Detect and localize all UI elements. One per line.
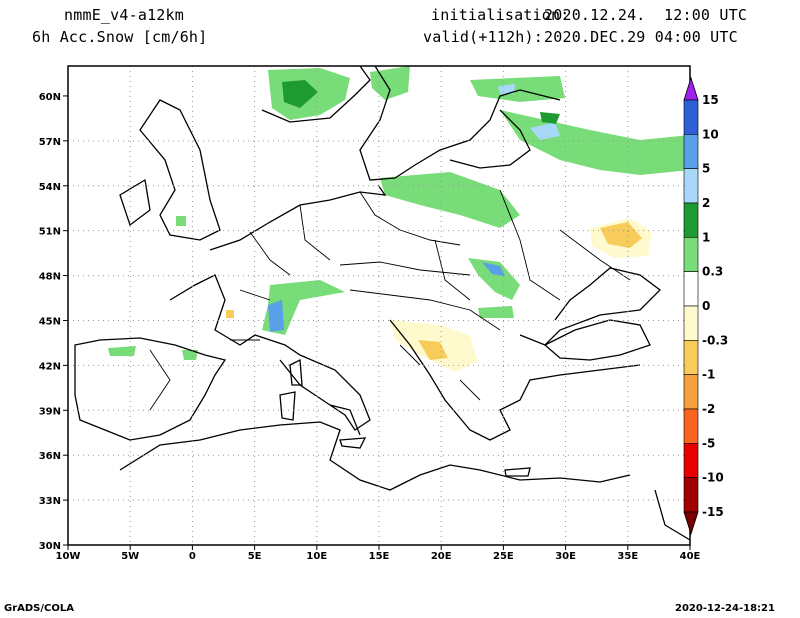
colorbar-label: -2 bbox=[702, 402, 715, 416]
model-title: nmmE_v4-a12km bbox=[64, 6, 184, 24]
coastline-blacksea bbox=[543, 319, 651, 361]
lat-tick-label: 42N bbox=[39, 361, 61, 372]
colorbar-swatch bbox=[683, 202, 699, 238]
snow-area-scandinavia-heavy bbox=[282, 80, 318, 108]
colorbar-label: 1 bbox=[702, 230, 710, 244]
lat-tick-label: 60N bbox=[39, 92, 61, 103]
lat-tick-label: 54N bbox=[39, 182, 61, 193]
colorbar-swatch bbox=[683, 374, 699, 410]
colorbar-label: -0.3 bbox=[702, 333, 728, 347]
snow-area-pyrenees-2 bbox=[182, 350, 198, 360]
snow-area-balkans-neg2 bbox=[418, 340, 448, 360]
snow-area-baltic-blue bbox=[530, 122, 560, 140]
coastline-africa bbox=[119, 421, 691, 541]
country-borders bbox=[149, 189, 631, 411]
colorbar-bottom-arrow bbox=[683, 511, 699, 536]
lat-tick-label: 45N bbox=[39, 316, 61, 327]
coastline-scandinavia bbox=[261, 65, 561, 181]
footer-left: GrADS/COLA bbox=[4, 603, 74, 614]
lon-tick-label: 15E bbox=[369, 551, 390, 562]
valid-value: 2020.DEC.29 04:00 UTC bbox=[544, 28, 738, 46]
lon-tick-label: 40E bbox=[680, 551, 701, 562]
lon-tick-label: 35E bbox=[617, 551, 638, 562]
lon-tick-label: 5W bbox=[121, 551, 139, 562]
coastline-continent bbox=[169, 184, 661, 441]
colorbar: 15 10 5 2 1 0.3 0 -0.3 -1 -2 -5 -10 -15 bbox=[683, 76, 728, 536]
snow-area-carpathians bbox=[468, 258, 520, 300]
colorbar-swatch bbox=[683, 271, 699, 307]
colorbar-swatch bbox=[683, 408, 699, 444]
snow-area-carpathians-2 bbox=[478, 306, 514, 318]
colorbar-label: 0 bbox=[702, 299, 710, 313]
lon-tick-label: 0 bbox=[189, 551, 196, 562]
variable-title: 6h Acc.Snow [cm/6h] bbox=[32, 28, 208, 46]
snow-area-scandinavia-2 bbox=[370, 66, 410, 100]
footer-right: 2020-12-24-18:21 bbox=[675, 603, 775, 614]
colorbar-swatch bbox=[683, 443, 699, 478]
lat-tick-label: 30N bbox=[39, 541, 61, 552]
colorbar-label: -5 bbox=[702, 436, 715, 450]
snow-area-baltic-dark bbox=[540, 112, 560, 124]
snow-area-baltic bbox=[500, 110, 690, 175]
lon-tick-label: 5E bbox=[248, 551, 262, 562]
lat-tick-label: 51N bbox=[39, 227, 61, 238]
colorbar-label: 15 bbox=[702, 93, 719, 107]
init-value: 2020.12.24. 12:00 UTC bbox=[544, 6, 748, 24]
colorbar-label: -1 bbox=[702, 368, 715, 382]
lat-tick-label: 48N bbox=[39, 272, 61, 283]
colorbar-label: -10 bbox=[702, 471, 724, 485]
colorbar-swatch bbox=[683, 237, 699, 272]
init-label: initialisation: bbox=[431, 6, 570, 24]
coastline-islands bbox=[279, 358, 531, 477]
lon-tick-label: 20E bbox=[431, 551, 452, 562]
colorbar-label: 5 bbox=[702, 162, 710, 176]
snow-area-pyrenees bbox=[108, 346, 136, 356]
snow-fields bbox=[108, 66, 690, 372]
colorbar-label: -15 bbox=[702, 505, 724, 519]
lat-tick-label: 36N bbox=[39, 451, 61, 462]
coastline-uk bbox=[119, 99, 221, 241]
grid-lines bbox=[68, 66, 690, 545]
coastline-iberia bbox=[74, 337, 227, 441]
colorbar-swatch bbox=[683, 340, 699, 375]
border-lines bbox=[149, 189, 631, 411]
lat-tick-label: 57N bbox=[39, 137, 61, 148]
snow-area-france bbox=[226, 310, 234, 318]
lon-tick-label: 10E bbox=[306, 551, 327, 562]
colorbar-top-arrow bbox=[683, 76, 699, 101]
lon-tick-label: 10W bbox=[56, 551, 81, 562]
lon-tick-label: 30E bbox=[555, 551, 576, 562]
snow-area-uk bbox=[176, 216, 186, 226]
colorbar-label: 10 bbox=[702, 127, 719, 141]
snow-area-ukraine-neg2 bbox=[600, 222, 642, 248]
lon-tick-label: 25E bbox=[493, 551, 514, 562]
snow-area-finland-blue bbox=[498, 84, 515, 94]
colorbar-swatch bbox=[683, 134, 699, 169]
snow-area-poland bbox=[380, 172, 520, 228]
valid-label: valid(+112h): bbox=[423, 28, 543, 46]
colorbar-swatch bbox=[683, 99, 699, 135]
colorbar-label: 0.3 bbox=[702, 265, 723, 279]
lat-tick-label: 33N bbox=[39, 496, 61, 507]
snow-area-carpathians-blue bbox=[482, 262, 505, 276]
colorbar-label: 2 bbox=[702, 196, 710, 210]
lat-tick-label: 39N bbox=[39, 406, 61, 417]
snow-area-alps-blue bbox=[268, 300, 284, 332]
colorbar-swatch bbox=[683, 477, 699, 513]
colorbar-swatch bbox=[683, 305, 699, 341]
coastlines bbox=[74, 65, 691, 541]
colorbar-swatch bbox=[683, 168, 699, 204]
